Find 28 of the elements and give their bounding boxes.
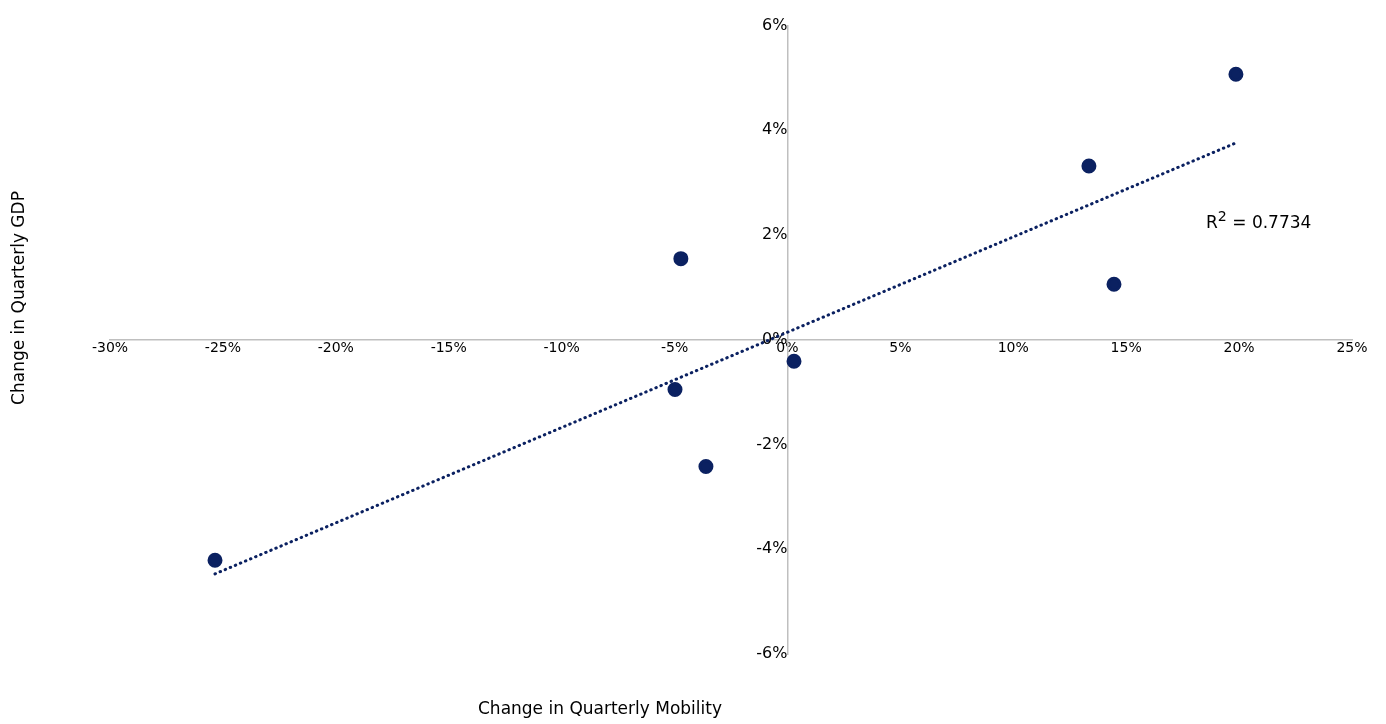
- y-axis-title: Change in Quarterly GDP: [8, 190, 28, 407]
- point: [698, 459, 714, 475]
- x-tick-label: -10%: [543, 338, 580, 355]
- x-tick-label: -5%: [660, 338, 689, 355]
- x-tick-label: 20%: [1223, 338, 1255, 355]
- x-tick-label: 25%: [1336, 338, 1368, 355]
- point: [786, 353, 802, 369]
- x-tick-label: -25%: [204, 338, 241, 355]
- point: [667, 382, 683, 398]
- x-tick-label: 15%: [1110, 338, 1142, 355]
- point: [207, 552, 223, 568]
- y-tick-label: -2%: [756, 433, 788, 453]
- y-tick-label: -4%: [756, 538, 788, 558]
- x-tick-label: -20%: [317, 338, 354, 355]
- y-tick-label: 6%: [762, 14, 788, 34]
- point: [1106, 276, 1122, 292]
- annotation: R$^{2}$ = 0.7734: [1206, 208, 1312, 232]
- x-tick-label: 10%: [997, 338, 1029, 355]
- x-tick-label: -30%: [91, 338, 129, 355]
- y-tick-label: 2%: [762, 224, 788, 244]
- point: [673, 251, 689, 267]
- x-tick-label: -15%: [430, 338, 467, 355]
- point: [1081, 158, 1097, 174]
- y-tick-label: -6%: [756, 643, 788, 663]
- x-axis-title: Change in Quarterly Mobility: [477, 698, 723, 718]
- x-tick-label: 5%: [889, 338, 912, 355]
- y-tick-label: 4%: [762, 119, 788, 139]
- point: [1228, 66, 1244, 82]
